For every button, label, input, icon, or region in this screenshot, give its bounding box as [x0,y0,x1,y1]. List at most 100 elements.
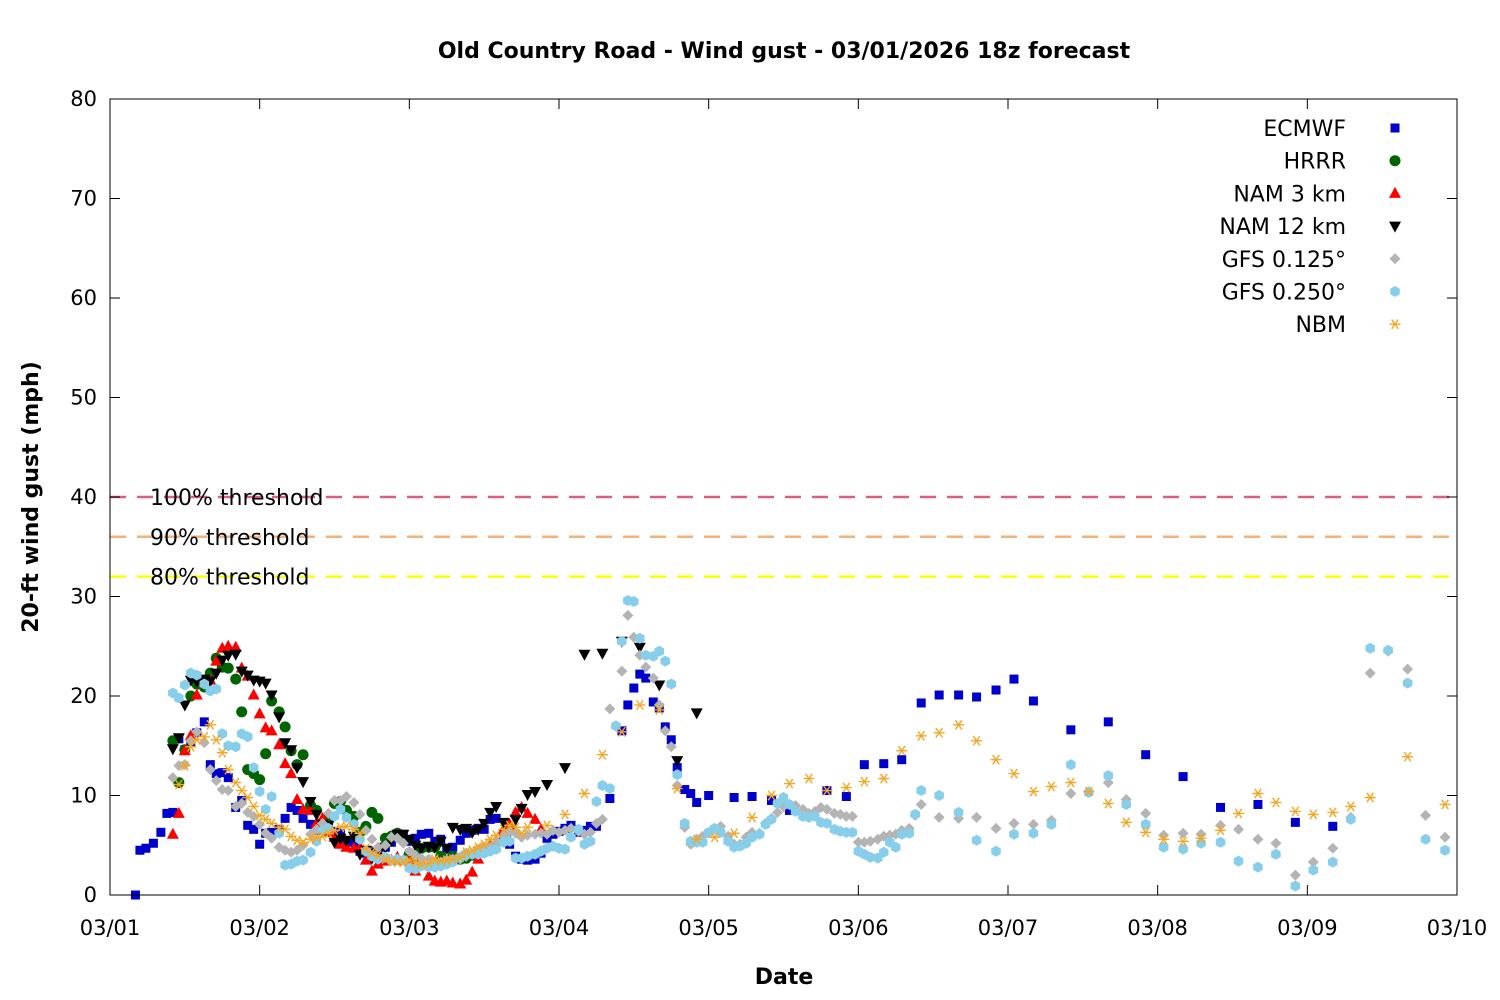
y-tick-label: 60 [70,286,97,310]
data-point [715,826,726,838]
data-point [446,876,459,888]
data-point [440,843,453,855]
data-point [522,822,534,833]
data-point [242,731,253,743]
data-point [204,764,216,776]
data-point [291,763,304,775]
data-point [430,836,440,846]
data-point [178,744,191,756]
data-point [174,692,184,704]
data-point [424,828,434,838]
data-point [260,803,271,815]
data-point [285,767,298,779]
data-point [897,755,907,765]
data-point [634,699,646,711]
data-point [772,806,784,818]
data-point [972,692,982,702]
data-point [529,812,542,824]
data-point [340,835,353,847]
data-point [210,734,222,745]
data-point [916,785,926,797]
data-point [578,649,591,661]
data-point [648,697,658,707]
data-point [460,823,473,835]
data-point [162,808,172,818]
data-point [660,655,671,667]
data-point [216,655,229,667]
data-point [859,760,869,770]
data-point [490,830,502,841]
data-point [991,685,1001,695]
data-point [230,741,241,753]
data-point [166,827,179,839]
data-point [217,768,227,778]
data-point [1066,725,1076,735]
data-point [822,817,832,829]
data-point [222,639,235,651]
data-point [666,735,676,745]
data-point [665,741,677,753]
data-point [297,777,310,789]
data-point [366,833,378,845]
data-point [858,776,870,787]
data-point [267,827,277,837]
data-point [747,831,757,843]
data-point [558,763,571,775]
data-point [878,773,890,784]
data-point [490,801,503,813]
data-point [729,792,739,802]
data-point [273,822,285,833]
data-point [184,729,197,741]
data-point [466,865,479,877]
data-point [890,841,901,853]
data-point [566,831,576,843]
data-point [217,728,228,740]
data-point [335,803,346,815]
data-point [803,773,815,784]
data-point [933,727,945,738]
data-point [915,730,927,741]
data-point [340,790,352,802]
x-tick-label: 03/07 [978,916,1039,940]
data-point [840,782,852,793]
data-point [584,826,596,838]
data-point [647,672,659,684]
data-point [821,785,833,796]
data-point [990,754,1002,765]
series-nam-3-km [166,639,548,889]
data-point [784,805,794,815]
data-point [504,835,515,847]
data-point [510,822,522,833]
data-point [398,854,409,866]
data-point [671,756,684,768]
data-point [304,796,317,808]
data-point [1065,777,1077,788]
data-point [266,791,277,802]
data-point [172,806,185,818]
x-tick-label: 03/06 [828,916,889,940]
data-point [1195,833,1207,844]
data-point [1233,855,1244,867]
data-point [241,670,254,682]
data-point [659,725,671,737]
data-point [403,834,416,846]
data-point [273,738,286,750]
data-point [559,809,571,820]
legend-label: GFS 0.250° [1222,281,1346,306]
data-point [216,747,228,758]
data-point [916,698,926,708]
data-point [1439,799,1451,810]
data-point [1120,817,1132,828]
data-point [199,678,210,690]
data-point [254,774,266,786]
data-point [1121,798,1131,810]
data-point [852,836,864,848]
data-point [783,778,795,789]
data-point [347,831,360,843]
data-point [291,835,303,846]
y-tick-label: 10 [70,784,97,808]
data-point [311,835,322,847]
data-point [934,790,944,801]
data-point [185,741,197,752]
data-point [672,769,682,781]
